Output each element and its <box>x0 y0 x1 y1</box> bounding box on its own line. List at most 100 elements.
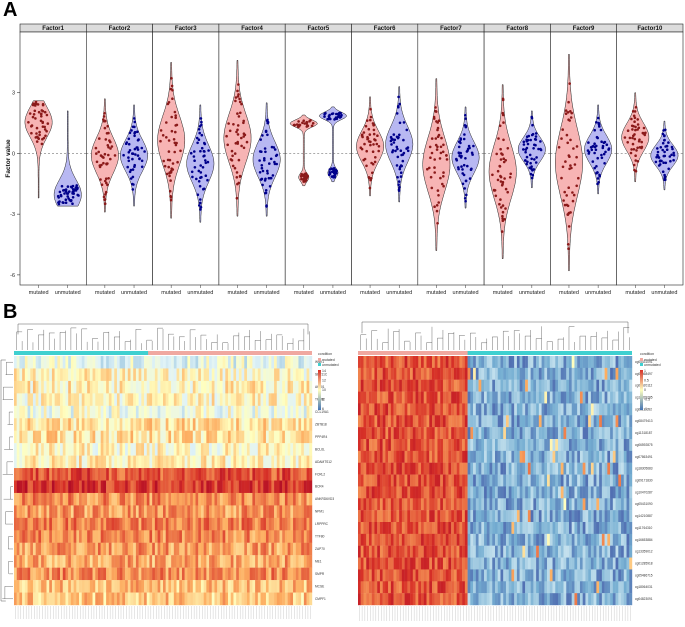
heatmap-cell <box>279 505 283 519</box>
heatmap-cell <box>536 450 540 463</box>
heatmap-cell <box>127 555 131 568</box>
unmutated-point <box>324 111 327 115</box>
heatmap-cell <box>464 391 468 404</box>
mutated-point <box>236 95 240 98</box>
heatmap-cell <box>274 480 277 494</box>
heatmap-cell <box>599 367 603 380</box>
heatmap-cell <box>89 356 93 369</box>
heatmap-cell <box>284 368 288 382</box>
heatmap-cell <box>596 356 600 369</box>
heatmap-cell <box>547 367 550 380</box>
heatmap-cell <box>163 468 166 481</box>
mutated-point <box>570 166 573 170</box>
heatmap-cell <box>434 486 438 499</box>
heatmap-cell <box>407 439 411 452</box>
heatmap-cell <box>536 510 540 523</box>
facet-label: Factor2 <box>109 26 131 32</box>
heatmap-cell <box>434 462 438 475</box>
probe-label: cg07863491 <box>635 455 653 459</box>
mutated-point <box>503 218 507 221</box>
heatmap-cell <box>431 450 435 463</box>
heatmap-cell <box>309 580 313 593</box>
heatmap-cell <box>287 368 291 382</box>
heatmap-cell <box>149 592 153 606</box>
heatmap-cell <box>274 443 277 456</box>
heatmap-cell <box>629 379 633 392</box>
mutated-point <box>371 171 374 175</box>
unmutated-point <box>664 128 667 132</box>
mutated-point <box>503 177 506 180</box>
heatmap-cell <box>54 555 58 568</box>
heatmap-cell <box>505 486 509 499</box>
mutated-point <box>240 102 243 106</box>
heatmap-cell <box>200 455 204 469</box>
heatmap-cell <box>206 505 210 519</box>
heatmap-cell <box>24 505 28 519</box>
heatmap-cell <box>217 455 221 469</box>
heatmap-cell <box>65 592 69 606</box>
heatmap-cell <box>563 379 567 392</box>
heatmap-cell <box>530 379 534 392</box>
heatmap-cell <box>171 418 175 431</box>
mutated-point <box>567 186 570 189</box>
heatmap-cell <box>76 530 80 543</box>
heatmap-cell <box>379 415 383 428</box>
heatmap-cell <box>14 505 17 519</box>
heatmap-cell <box>238 368 242 382</box>
heatmap-cell <box>626 391 630 404</box>
heatmap-cell <box>173 480 177 494</box>
heatmap-cell <box>530 403 534 416</box>
heatmap-cell <box>265 468 269 481</box>
heatmap-cell <box>195 567 199 581</box>
heatmap-cell <box>563 367 567 380</box>
heatmap-cell <box>508 367 512 380</box>
heatmap-cell <box>119 517 123 531</box>
heatmap-cell <box>503 498 507 511</box>
heatmap-cell <box>470 403 474 416</box>
heatmap-cell <box>388 427 392 440</box>
heatmap-cell <box>626 427 630 440</box>
heatmap-cell <box>22 517 26 531</box>
heatmap-cell <box>62 455 66 469</box>
heatmap-cell <box>135 368 139 382</box>
heatmap-cell <box>309 530 313 543</box>
unmutated-point <box>463 133 466 136</box>
heatmap-cell <box>612 498 616 511</box>
heatmap-cell <box>108 567 112 581</box>
heatmap-cell <box>558 391 561 404</box>
heatmap-cell <box>445 391 449 404</box>
heatmap-cell <box>426 415 430 428</box>
mutated-point <box>174 143 178 147</box>
heatmap-cell <box>596 462 600 475</box>
mutated-point <box>226 143 229 147</box>
heatmap-cell <box>141 555 145 568</box>
heatmap-cell <box>426 427 430 440</box>
heatmap-cell <box>246 380 250 394</box>
heatmap-cell <box>181 380 185 394</box>
heatmap-cell <box>206 592 210 606</box>
heatmap-cell <box>462 403 466 416</box>
heatmap-cell <box>195 555 199 568</box>
heatmap-cell <box>144 542 147 556</box>
heatmap-cell <box>68 443 72 456</box>
heatmap-cell <box>130 468 134 481</box>
unmutated-point <box>195 177 198 181</box>
heatmap-cell <box>184 492 188 506</box>
heatmap-cell <box>43 505 47 519</box>
mutated-point <box>365 164 368 168</box>
heatmap-cell <box>358 498 361 511</box>
heatmap-cell <box>442 498 446 511</box>
heatmap-cell <box>125 468 128 481</box>
mutated-point <box>430 186 434 190</box>
unmutated-point <box>263 158 266 162</box>
heatmap-cell <box>49 492 53 506</box>
heatmap-cell <box>552 391 556 404</box>
mutated-point <box>565 194 568 197</box>
heatmap-cell <box>184 418 188 431</box>
heatmap-cell <box>475 391 479 404</box>
heatmap-cell <box>73 492 77 506</box>
heatmap-cell <box>303 555 307 568</box>
heatmap-cell <box>200 468 204 481</box>
heatmap-cell <box>525 415 529 428</box>
mutated-point <box>557 146 561 149</box>
